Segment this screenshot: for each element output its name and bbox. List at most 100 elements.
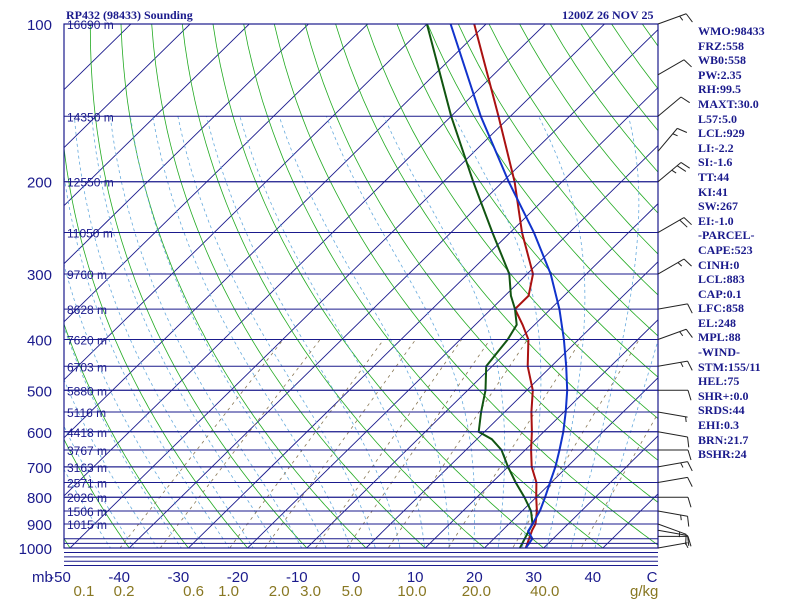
mixing-ratio-tick-label: 10.0: [397, 583, 426, 600]
mixing-ratio-line: [447, 339, 582, 548]
height-tick-label: 1015 m: [67, 518, 107, 532]
wind-barb-flag: [687, 535, 690, 546]
dry-adiabat-line: [365, 24, 658, 420]
frame-border: [63, 23, 659, 549]
height-tick-label: 4418 m: [67, 426, 107, 440]
wind-barb-half-flag: [680, 362, 684, 368]
wind-barb-shaft: [657, 523, 687, 535]
stat-line: MAXT:30.0: [698, 96, 759, 111]
height-tick-label: 11050 m: [67, 227, 113, 241]
dry-adiabat-line: [243, 24, 604, 548]
isotherm-line: [187, 86, 658, 548]
pressure-unit-label: mb: [32, 569, 53, 586]
pressure-tick-label: 700: [27, 460, 52, 477]
mixing-ratio-line: [159, 339, 321, 548]
background-grid: [64, 24, 658, 548]
height-tick-label: 3767 m: [67, 444, 107, 458]
dry-adiabat-line: [64, 144, 249, 548]
mixing-ratio-line: [264, 339, 416, 548]
isotherm-line: [128, 28, 658, 548]
height-tick-label: 2571 m: [67, 477, 107, 491]
wind-barb-shaft: [657, 411, 688, 418]
wind-barb-flag: [683, 258, 692, 267]
wind-barb-shaft: [657, 303, 688, 310]
moist-adiabat-line: [326, 116, 476, 548]
moist-adiabat-line: [91, 116, 278, 548]
dry-adiabat-line: [181, 24, 486, 548]
wind-barb-flag: [685, 534, 687, 545]
wind-barb-shaft: [657, 258, 685, 275]
stat-line: CAP:0.1: [698, 286, 742, 301]
wind-barb-flag: [687, 497, 692, 508]
isotherm-line: [64, 24, 369, 323]
isotherm-line: [64, 24, 546, 497]
stat-line: L57:5.0: [698, 111, 737, 126]
dry-adiabat-line: [457, 24, 658, 296]
isotherm-line: [246, 145, 658, 548]
temperature-tick-label: 0: [352, 569, 360, 586]
wind-barb-half-flag: [685, 416, 687, 423]
wind-barb-half-flag: [677, 262, 683, 267]
isotherm-line: [542, 435, 658, 548]
height-tick-label: 2026 m: [67, 491, 107, 505]
dry-adiabat-line: [488, 24, 658, 255]
stat-line: STM:155/11: [698, 359, 761, 374]
stat-line: EHI:0.3: [698, 418, 740, 433]
wind-barb-flag: [677, 127, 688, 133]
stat-line: EL:248: [698, 315, 737, 330]
height-tick-label: 12550 m: [67, 176, 114, 190]
mixing-ratio-line: [512, 339, 640, 548]
stat-line: -WIND-: [698, 345, 740, 360]
mixing-ratio-line: [346, 339, 491, 548]
wind-barb-half-flag: [680, 462, 684, 468]
wind-barb-half-flag: [671, 169, 677, 174]
temperature-tick-label: 10: [407, 569, 424, 586]
mixing-ratio-tick-label: 0.2: [114, 583, 135, 600]
isotherm-line: [306, 203, 658, 548]
stat-line: WMO:98433: [698, 24, 765, 38]
mixing-ratio-line: [229, 339, 385, 548]
moist-adiabat-line: [538, 116, 586, 548]
temperature-tick-label: -50: [49, 569, 71, 586]
moist-adiabat-line: [109, 116, 303, 548]
stat-line: WB0:558: [698, 53, 746, 68]
wind-barb-shaft: [657, 328, 687, 340]
mixing-ratio-tick-label: 0.6: [183, 583, 204, 600]
pressure-tick-label: 100: [27, 17, 52, 34]
mixing-unit-label: g/kg: [630, 583, 658, 600]
valid-time: 1200Z 26 NOV 25: [562, 8, 654, 22]
wind-barb-flag: [687, 461, 693, 472]
pressure-tick-label: 900: [27, 517, 52, 534]
moist-adiabat-line: [383, 116, 506, 548]
mixing-ratio-line: [387, 339, 528, 548]
dry-adiabat-line: [427, 24, 658, 337]
stat-line: TT:44: [698, 169, 730, 184]
stat-line: SHR+:0.0: [698, 388, 749, 403]
stat-line: CAPE:523: [698, 242, 753, 257]
stat-line: RH:99.5: [698, 82, 741, 97]
wind-barb-half-flag: [680, 514, 682, 521]
height-tick-label: 3163 m: [67, 461, 107, 475]
wind-barb-flag: [683, 59, 692, 68]
wind-barb-flag: [680, 96, 690, 104]
wind-barb-shaft: [657, 431, 688, 438]
height-tick-label: 5116 m: [67, 406, 106, 420]
wind-barb-shaft: [657, 360, 688, 367]
mixing-ratio-tick-label: 2.0: [269, 583, 290, 600]
height-tick-label: 7620 m: [67, 333, 107, 347]
temperature-tick-label: -40: [108, 569, 130, 586]
mixing-ratio-tick-label: 0.1: [73, 583, 94, 600]
mixing-ratio-line: [119, 339, 284, 548]
stat-line: BRN:21.7: [698, 432, 749, 447]
wind-barbs: [657, 13, 693, 549]
stat-line: HEL:75: [698, 374, 740, 389]
temperature-tick-label: C: [647, 569, 658, 586]
stat-line: SRDS:44: [698, 403, 745, 418]
temperature-tick-label: 20: [466, 569, 483, 586]
height-tick-label: 6703 m: [67, 360, 107, 374]
pressure-tick-label: 600: [27, 425, 52, 442]
wind-barb-flag: [680, 162, 690, 169]
wind-barb-shaft: [657, 13, 687, 25]
